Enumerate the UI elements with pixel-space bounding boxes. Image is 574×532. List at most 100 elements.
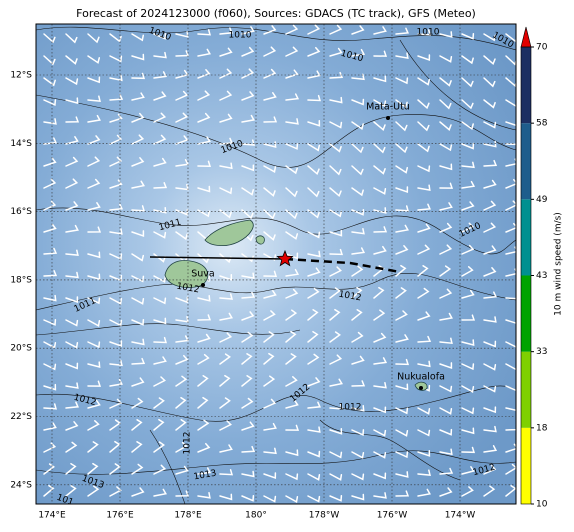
wind-barb [307, 401, 322, 409]
wind-barb [373, 226, 388, 233]
wind-barb [329, 143, 342, 153]
wind-barb [373, 26, 387, 35]
isobar [149, 429, 186, 504]
wind-barb [417, 287, 430, 299]
wind-barb [109, 253, 123, 261]
wind-barb [329, 121, 343, 129]
colorbar-tick-label: 10 [536, 500, 548, 510]
wind-barb [109, 113, 123, 123]
wind-barb [351, 98, 365, 106]
wind-barb [395, 407, 409, 415]
wind-barb [417, 121, 430, 132]
wind-barb [109, 74, 123, 82]
isobar [36, 272, 516, 311]
wind-barb [87, 178, 101, 189]
isobar [36, 385, 516, 422]
wind-barb [285, 231, 299, 240]
wind-barb [219, 469, 234, 476]
wind-barb [285, 46, 299, 57]
wind-barb [417, 165, 431, 173]
wind-barb [285, 252, 299, 260]
colorbar-tick-label: 18 [536, 423, 548, 433]
wind-barb [263, 495, 277, 503]
wind-barb [461, 363, 475, 371]
wind-barb [461, 289, 475, 299]
wind-barb [153, 488, 167, 497]
wind-barb [87, 226, 102, 233]
wind-barb [483, 200, 497, 211]
wind-barb [131, 419, 143, 431]
wind-barb [505, 385, 516, 392]
wind-barb [65, 485, 77, 497]
wind-barb [219, 47, 233, 57]
wind-barb [373, 309, 386, 321]
wind-barb [87, 297, 101, 305]
wind-barb [65, 201, 79, 211]
wind-barb [153, 356, 167, 365]
wind-barb [329, 187, 342, 198]
wind-barb [43, 403, 57, 410]
wind-barb [263, 116, 278, 123]
wind-barb [307, 94, 322, 102]
wind-barb [197, 396, 209, 409]
wind-barb [219, 209, 232, 219]
wind-barb [109, 440, 121, 453]
wind-barb [351, 227, 365, 235]
wind-barb [395, 224, 409, 233]
wind-barb [329, 248, 344, 256]
wind-barb [65, 271, 79, 279]
wind-barb [439, 163, 453, 171]
wind-barb [505, 341, 516, 348]
wind-barb [417, 488, 431, 497]
wind-barb [417, 203, 432, 211]
wind-barb [175, 396, 187, 409]
wind-barb [483, 340, 497, 348]
wind-barb [263, 472, 277, 480]
wind-barb [197, 112, 211, 123]
wind-barb [65, 249, 79, 256]
wind-barb [197, 333, 211, 343]
wind-barb [505, 178, 516, 189]
wind-barb [197, 442, 211, 453]
place-marker [201, 283, 205, 287]
wind-barb [483, 55, 496, 66]
wind-barb [439, 487, 453, 497]
wind-barb [43, 363, 57, 371]
wind-barb [109, 463, 121, 475]
wind-barb [461, 99, 474, 110]
wind-barb [395, 334, 409, 343]
wind-barb [153, 418, 165, 431]
wind-barb [131, 397, 144, 409]
wind-barb [439, 143, 453, 152]
track-past [149, 256, 286, 260]
wind-barb [439, 288, 453, 299]
wind-barb [109, 93, 124, 101]
wind-barb [395, 245, 409, 255]
wind-barb [241, 291, 256, 299]
wind-barb [153, 91, 167, 101]
wind-barb [219, 68, 233, 79]
wind-barb [373, 121, 386, 131]
wind-barb [109, 134, 123, 145]
wind-barb [87, 202, 101, 211]
wind-barb [219, 353, 231, 365]
wind-barb [43, 463, 55, 475]
wind-barb [43, 319, 57, 326]
wind-barb [263, 46, 277, 57]
wind-barb [219, 27, 233, 35]
wind-barb [43, 484, 55, 497]
wind-barb [43, 33, 56, 44]
wind-barb [131, 463, 144, 475]
wind-barb [175, 354, 189, 365]
wind-barb [307, 309, 319, 321]
wind-barb [461, 427, 475, 435]
wind-barb [263, 187, 276, 197]
isobar-label: 1012 [339, 403, 362, 413]
wind-barb [131, 377, 145, 387]
wind-barb [285, 399, 299, 409]
wind-barb [65, 156, 79, 167]
wind-barb [263, 352, 275, 365]
wind-barb [131, 157, 145, 167]
wind-barb [461, 121, 474, 131]
